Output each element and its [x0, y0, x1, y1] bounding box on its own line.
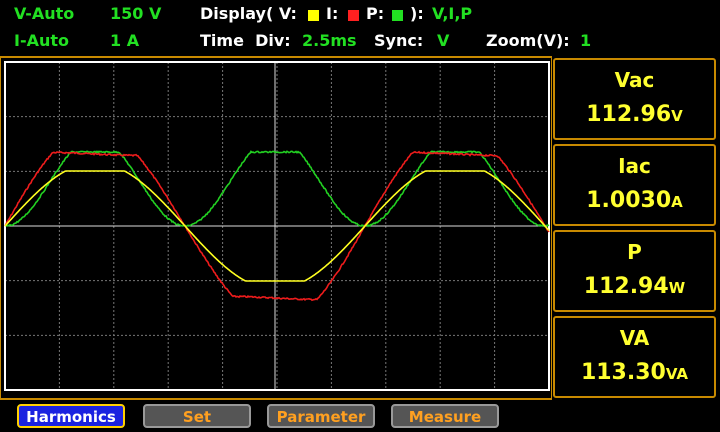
scope-frame	[0, 56, 552, 400]
power-trace	[4, 150, 550, 228]
reading-panel: Iac 1.0030A	[553, 144, 716, 226]
button[interactable]: Harmonics	[17, 404, 125, 428]
i-label: I:	[326, 4, 339, 23]
unit: A	[671, 193, 683, 211]
button[interactable]: Parameter	[267, 404, 375, 428]
value: 112.94	[583, 274, 669, 299]
waveform-display	[0, 56, 552, 400]
unit: VA	[665, 365, 689, 383]
zoom-label: Zoom(V):	[486, 31, 570, 50]
sync-value: V	[437, 31, 450, 50]
v-range: 150 V	[110, 4, 162, 23]
display-value: V,I,P	[432, 4, 473, 23]
reading-value: 112.94W	[555, 274, 714, 299]
v-mode: V-Auto	[14, 4, 75, 23]
reading-value: 1.0030A	[555, 188, 714, 213]
zoom-value: 1	[580, 31, 592, 50]
display-close: ):	[410, 4, 424, 23]
time-value: 2.5ms	[302, 31, 357, 50]
time-label: Time Div:	[200, 31, 291, 50]
sync-label: Sync:	[374, 31, 424, 50]
value: 1.0030	[586, 188, 672, 213]
button[interactable]: Set	[143, 404, 251, 428]
reading-panel: Vac 112.96V	[553, 58, 716, 140]
i-color	[348, 10, 359, 21]
button[interactable]: Measure	[391, 404, 499, 428]
value: 112.96	[586, 102, 672, 127]
p-color	[392, 10, 403, 21]
current-trace	[4, 150, 550, 302]
reading-label: Vac	[614, 68, 655, 92]
reading-label: P	[627, 240, 642, 264]
voltage-trace	[4, 170, 550, 282]
unit: W	[668, 279, 686, 297]
reading-label: VA	[619, 326, 650, 350]
unit: V	[671, 107, 683, 125]
p-label: P:	[366, 4, 385, 23]
v-color	[308, 10, 319, 21]
reading-panel: P 112.94W	[553, 230, 716, 312]
reading-value: 112.96V	[555, 102, 714, 127]
display-label: Display( V:	[200, 4, 297, 23]
reading-panel: VA 113.30VA	[553, 316, 716, 398]
reading-value: 113.30VA	[555, 360, 714, 385]
i-mode: I-Auto	[14, 31, 70, 50]
value: 113.30	[580, 360, 666, 385]
i-range: 1 A	[110, 31, 140, 50]
reading-label: Iac	[618, 154, 651, 178]
